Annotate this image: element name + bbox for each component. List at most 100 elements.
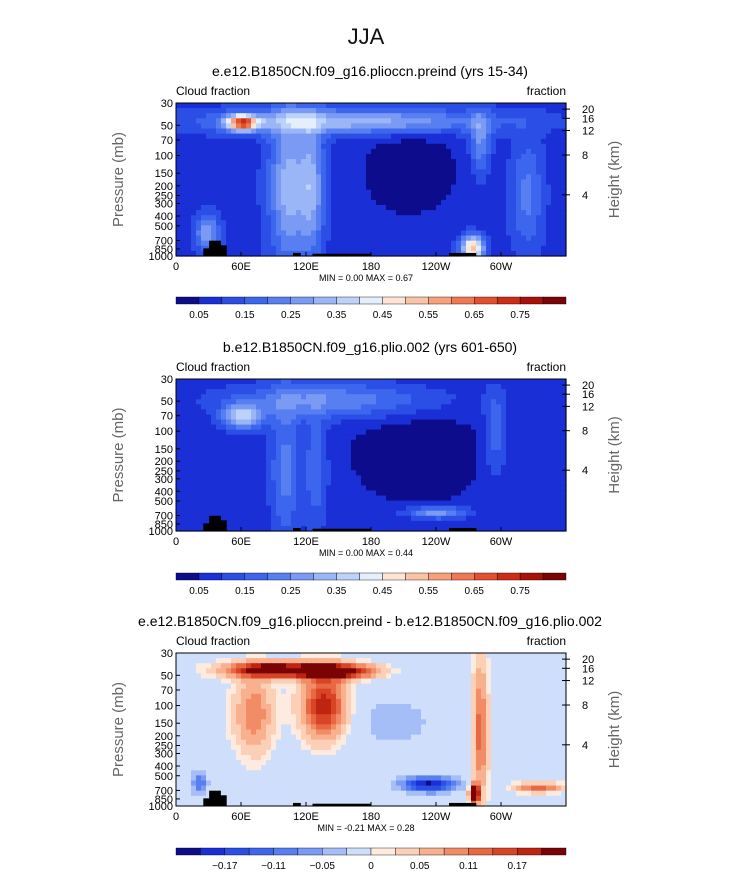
field-cell (176, 169, 182, 175)
field-cell (541, 384, 547, 390)
field-cell (421, 515, 427, 522)
field-cell (521, 384, 527, 390)
field-cell (191, 154, 197, 160)
field-cell (476, 184, 482, 191)
field-cell (286, 658, 292, 664)
field-cell (371, 394, 377, 400)
field-cell (511, 133, 517, 140)
field-cell (281, 439, 287, 446)
field-cell (306, 460, 312, 466)
field-cell (296, 658, 302, 664)
field-cell (306, 123, 312, 130)
field-cell (356, 179, 362, 186)
field-cell (241, 245, 247, 252)
field-cell (216, 505, 222, 512)
field-cell (461, 460, 467, 466)
field-cell (251, 455, 257, 461)
field-cell (256, 159, 262, 165)
field-cell (401, 470, 407, 476)
field-cell (396, 510, 402, 517)
field-cell (491, 505, 497, 512)
field-cell (416, 179, 422, 186)
field-cell (271, 250, 277, 257)
field-cell (516, 159, 522, 165)
field-cell (466, 515, 472, 522)
field-cell (326, 480, 332, 486)
field-cell (436, 133, 442, 140)
field-cell (421, 230, 427, 237)
field-cell (261, 245, 267, 252)
field-cell (551, 113, 557, 119)
field-cell (531, 460, 537, 466)
field-cell (321, 164, 327, 170)
field-cell (281, 404, 287, 410)
field-cell (316, 658, 322, 664)
field-cell (426, 455, 432, 461)
field-cell (311, 658, 317, 664)
field-cell (476, 138, 482, 145)
field-cell (471, 159, 477, 165)
field-cell (216, 113, 222, 119)
field-cell (511, 194, 517, 201)
field-cell (391, 133, 397, 140)
field-cell (291, 460, 297, 466)
field-cell (441, 123, 447, 130)
field-cell (261, 210, 267, 216)
field-cell (331, 384, 337, 390)
field-cell (491, 653, 497, 659)
field-cell (226, 465, 232, 471)
field-cell (371, 495, 377, 502)
field-cell (551, 164, 557, 170)
field-cell (501, 470, 507, 476)
field-cell (191, 123, 197, 130)
field-cell (176, 653, 182, 659)
field-cell (361, 419, 367, 426)
field-cell (261, 143, 267, 150)
field-cell (386, 470, 392, 476)
field-cell (316, 179, 322, 186)
field-cell (521, 434, 527, 441)
field-cell (466, 455, 472, 461)
field-cell (541, 399, 547, 405)
field-cell (546, 455, 552, 461)
field-cell (396, 184, 402, 191)
field-cell (371, 133, 377, 140)
field-cell (256, 240, 262, 247)
field-cell (186, 480, 192, 486)
field-cell (231, 525, 237, 532)
field-cell (296, 424, 302, 431)
field-cell (181, 245, 187, 252)
field-cell (331, 379, 337, 385)
field-cell (461, 404, 467, 410)
field-cell (266, 394, 272, 400)
field-cell (336, 399, 342, 405)
field-cell (291, 205, 297, 211)
field-cell (176, 525, 182, 532)
field-cell (261, 189, 267, 196)
field-cell (281, 184, 287, 191)
field-cell (366, 235, 372, 242)
field-cell (491, 379, 497, 385)
field-cell (316, 235, 322, 242)
field-cell (336, 205, 342, 211)
field-cell (216, 235, 222, 242)
field-cell (221, 225, 227, 232)
field-cell (281, 189, 287, 196)
field-cell (531, 394, 537, 400)
field-cell (406, 245, 412, 252)
field-cell (331, 470, 337, 476)
field-cell (451, 449, 457, 456)
field-cell (371, 240, 377, 247)
field-cell (496, 515, 502, 522)
field-cell (441, 174, 447, 181)
field-cell (551, 143, 557, 150)
field-cell (441, 169, 447, 175)
field-cell (446, 154, 452, 160)
field-cell (426, 510, 432, 517)
field-cell (431, 439, 437, 446)
field-cell (266, 444, 272, 451)
field-cell (461, 384, 467, 390)
colorbar-swatch (313, 296, 337, 305)
field-cell (266, 154, 272, 160)
field-cell (551, 225, 557, 232)
